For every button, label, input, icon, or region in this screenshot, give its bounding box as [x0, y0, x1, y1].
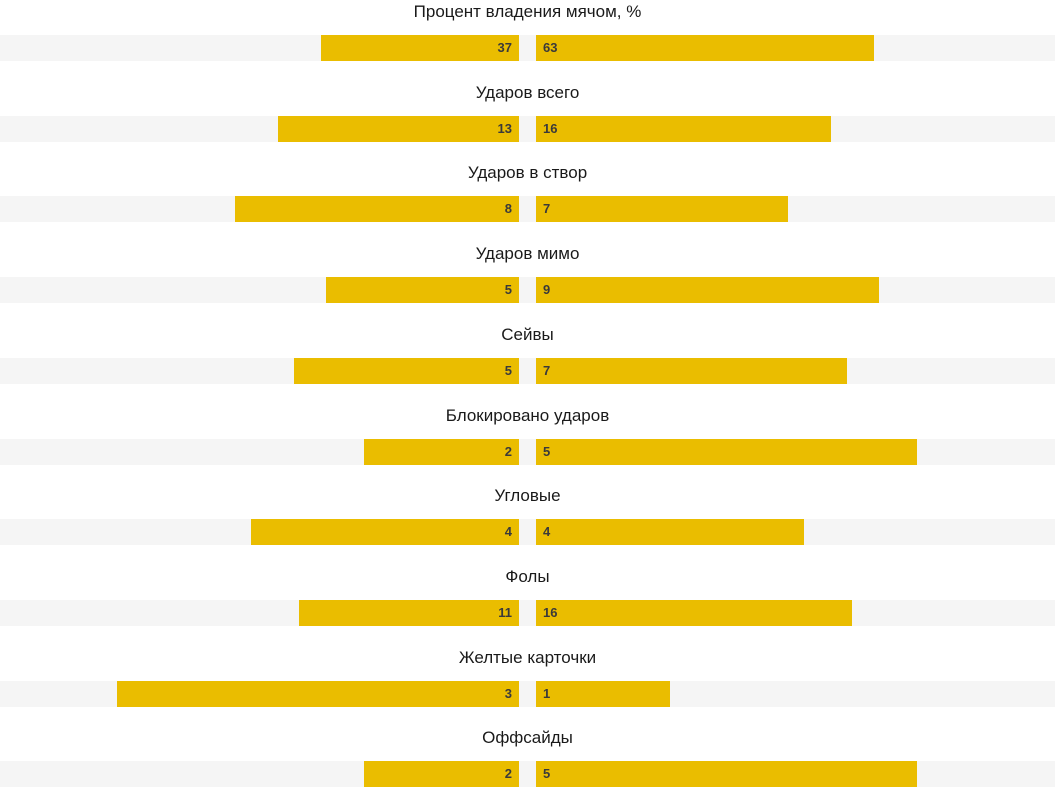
away-value: 9	[543, 282, 551, 298]
stat-label: Угловые	[494, 486, 561, 506]
stat-label: Блокировано ударов	[445, 405, 610, 425]
home-bar: 13	[278, 115, 519, 142]
stat-row-total-shots: Ударов всего 13 16	[0, 81, 1055, 162]
stat-row-corners: Угловые 4 4	[0, 484, 1055, 565]
home-bar: 3	[117, 680, 519, 707]
away-value: 5	[543, 766, 551, 782]
home-bar: 4	[251, 519, 519, 546]
home-bar: 11	[299, 599, 519, 626]
stat-label: Фолы	[505, 566, 550, 586]
home-bar: 5	[326, 277, 519, 304]
stat-label: Сейвы	[501, 324, 554, 344]
away-value: 7	[543, 362, 551, 378]
away-bar: 5	[536, 761, 917, 788]
home-value: 13	[497, 120, 512, 136]
home-value: 37	[497, 40, 512, 55]
away-bar: 16	[536, 115, 831, 142]
home-value: 4	[504, 524, 512, 540]
away-bar: 4	[536, 519, 804, 546]
away-value: 7	[543, 201, 551, 217]
away-bar: 63	[536, 35, 874, 61]
stat-label: Желтые карточки	[458, 647, 597, 667]
stat-label: Процент владения мячом, %	[413, 2, 642, 21]
stat-track: 4 4	[0, 519, 1055, 546]
stat-row-blocked-shots: Блокировано ударов 2 5	[0, 404, 1055, 485]
stat-label: Оффсайды	[482, 728, 573, 748]
stat-track: 5 9	[0, 277, 1055, 304]
stat-track: 8 7	[0, 196, 1055, 223]
stat-track: 37 63	[0, 35, 1055, 61]
home-bar: 2	[364, 761, 519, 788]
stat-row-yellow-cards: Желтые карточки 3 1	[0, 646, 1055, 727]
away-bar: 16	[536, 599, 852, 626]
stat-row-fouls: Фолы 11 16	[0, 565, 1055, 646]
away-value: 63	[543, 40, 558, 55]
away-value: 16	[543, 120, 558, 136]
home-value: 11	[498, 604, 512, 620]
away-value: 16	[543, 604, 558, 620]
stat-row-shots-wide: Ударов мимо 5 9	[0, 242, 1055, 323]
home-bar: 2	[364, 438, 519, 465]
stat-track: 11 16	[0, 599, 1055, 626]
away-value: 5	[543, 443, 551, 459]
away-bar: 7	[536, 196, 788, 223]
home-value: 2	[504, 443, 512, 459]
away-bar: 7	[536, 357, 847, 384]
home-value: 3	[504, 685, 512, 701]
stat-row-possession: Процент владения мячом, % 37 63	[0, 0, 1055, 81]
away-bar: 9	[536, 277, 879, 304]
home-bar: 5	[294, 357, 519, 384]
stat-track: 13 16	[0, 115, 1055, 142]
stat-track: 2 5	[0, 761, 1055, 788]
home-bar: 8	[235, 196, 519, 223]
stat-row-shots-on-target: Ударов в створ 8 7	[0, 161, 1055, 242]
stat-track: 2 5	[0, 438, 1055, 465]
away-value: 1	[543, 685, 551, 701]
stat-label: Ударов в створ	[467, 163, 588, 183]
away-value: 4	[543, 524, 551, 540]
home-value: 5	[504, 282, 512, 298]
home-value: 2	[504, 766, 512, 782]
away-bar: 5	[536, 438, 917, 465]
stat-row-saves: Сейвы 5 7	[0, 323, 1055, 404]
stat-label: Ударов мимо	[475, 244, 580, 264]
stat-label: Ударов всего	[475, 82, 580, 102]
away-bar: 1	[536, 680, 670, 707]
home-value: 5	[504, 362, 512, 378]
home-bar: 37	[321, 35, 519, 61]
home-value: 8	[504, 201, 512, 217]
stat-track: 5 7	[0, 357, 1055, 384]
stat-track: 3 1	[0, 680, 1055, 707]
stat-row-offsides: Оффсайды 2 5	[0, 726, 1055, 807]
